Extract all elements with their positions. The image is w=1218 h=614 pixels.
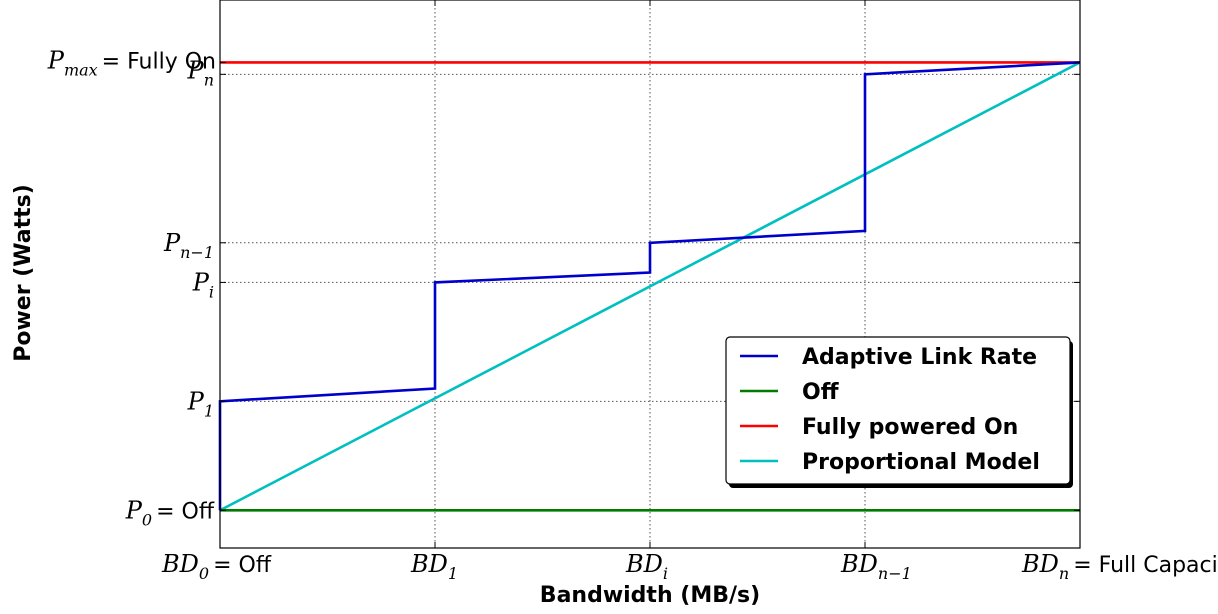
legend-label: Fully powered On	[802, 415, 1018, 440]
legend-item: Adaptive Link Rate	[740, 345, 1037, 370]
tick-marks	[219, 0, 1081, 548]
y-axis-title: Power (Watts)	[11, 184, 36, 362]
legend-item: Off	[740, 380, 840, 405]
x-tick-label: BDn−1	[840, 550, 912, 583]
x-tick-label: BDi	[625, 550, 668, 583]
series-line-proportional-model	[219, 61, 1081, 512]
y-tick-label: Pmax = Fully On	[47, 46, 216, 79]
legend-box	[725, 336, 1071, 485]
legend-item: Fully powered On	[740, 415, 1018, 440]
legend: Adaptive Link Rate Off Fully powered On Pro…	[725, 336, 1073, 488]
y-tick-label: Pi	[192, 268, 214, 301]
x-tick-label: BD0 = Off	[161, 550, 272, 583]
y-tick-label: P1	[187, 387, 214, 420]
x-axis-title: Bandwidth (MB/s)	[540, 583, 760, 608]
x-tick-label: BDn= Full Capacity	[1021, 550, 1218, 583]
x-tick-labels: BD0= Off BD1 BDi BDn−1 BDn= Full Capacity	[161, 550, 1218, 583]
y-tick-label: P0 = Off	[125, 496, 215, 529]
legend-label: Proportional Model	[802, 450, 1040, 475]
legend-items: Adaptive Link Rate Off Fully powered On Pro…	[740, 345, 1040, 475]
legend-label: Off	[802, 380, 840, 405]
y-tick-label: Pn	[187, 56, 214, 89]
legend-item: Proportional Model	[740, 450, 1040, 475]
y-tick-label: Pn−1	[163, 229, 214, 262]
legend-label: Adaptive Link Rate	[802, 345, 1037, 370]
series-line-adaptive-link-rate	[218, 61, 1081, 511]
series-layer	[218, 61, 1081, 512]
x-tick-label: BD1	[410, 550, 458, 583]
